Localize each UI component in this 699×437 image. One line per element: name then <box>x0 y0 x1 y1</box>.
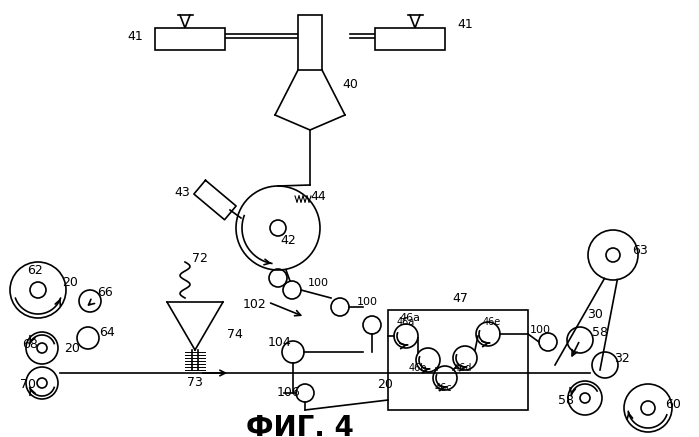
Text: 60: 60 <box>665 399 681 412</box>
Bar <box>298 15 322 70</box>
Text: 66: 66 <box>97 287 113 299</box>
Text: 47: 47 <box>452 292 468 305</box>
Text: 104: 104 <box>268 336 292 348</box>
Text: 63: 63 <box>632 243 648 257</box>
Text: 42: 42 <box>280 233 296 246</box>
Text: 41: 41 <box>127 31 143 44</box>
Text: 62: 62 <box>27 264 43 277</box>
Text: 70: 70 <box>20 378 36 392</box>
Text: 74: 74 <box>227 329 243 341</box>
Text: 100: 100 <box>356 297 377 307</box>
Text: 100: 100 <box>308 278 329 288</box>
Text: 32: 32 <box>614 351 630 364</box>
Text: 58: 58 <box>558 393 574 406</box>
Text: 43: 43 <box>174 187 190 200</box>
Text: ФИГ. 4: ФИГ. 4 <box>246 414 354 437</box>
Text: 46a: 46a <box>397 317 415 327</box>
Text: 46e: 46e <box>483 317 501 327</box>
Text: 68: 68 <box>22 339 38 351</box>
Text: 58: 58 <box>592 326 608 340</box>
Text: 46d: 46d <box>454 363 473 373</box>
Text: 46b: 46b <box>409 363 427 373</box>
Text: 41: 41 <box>457 17 473 31</box>
Text: 20: 20 <box>377 378 393 392</box>
Bar <box>375 28 445 50</box>
Text: 44: 44 <box>310 190 326 202</box>
Text: 106: 106 <box>277 386 301 399</box>
Bar <box>155 28 225 50</box>
Text: 73: 73 <box>187 375 203 388</box>
Text: 20: 20 <box>62 277 78 289</box>
Text: 100: 100 <box>530 325 551 335</box>
Text: 102: 102 <box>243 298 267 312</box>
Text: 30: 30 <box>587 309 603 322</box>
Text: 46a: 46a <box>400 313 421 323</box>
Text: 40: 40 <box>342 79 358 91</box>
Text: 72: 72 <box>192 252 208 264</box>
Text: 64: 64 <box>99 326 115 340</box>
Text: 20: 20 <box>64 341 80 354</box>
Bar <box>388 310 528 410</box>
Text: 46c: 46c <box>434 383 452 393</box>
